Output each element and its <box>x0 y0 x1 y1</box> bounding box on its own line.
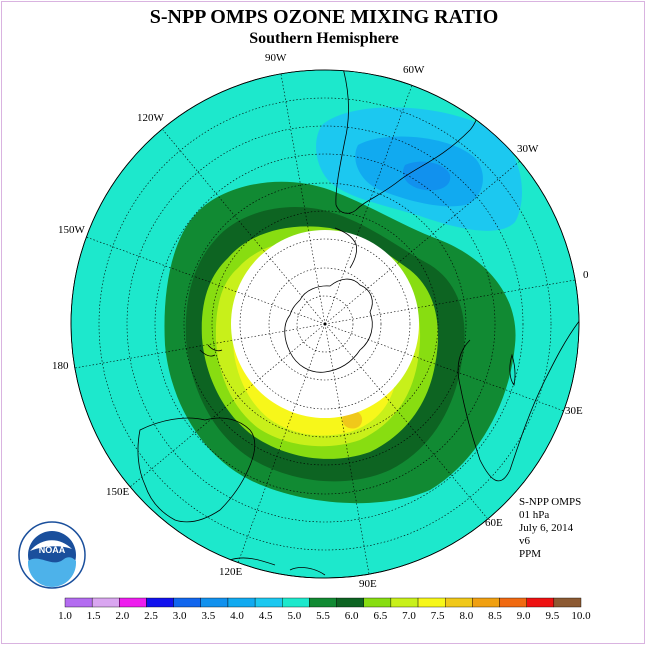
lon-label-30e: 30E <box>565 405 583 417</box>
lon-label-180: 180 <box>52 360 69 372</box>
coastlines <box>137 70 579 576</box>
lon-label-60e: 60E <box>485 517 503 529</box>
colorbar-label: 9.5 <box>545 610 559 622</box>
noaa-logo: NOAA <box>18 521 86 589</box>
colorbar-swatch <box>390 597 419 608</box>
australia-coast <box>137 417 256 523</box>
colorbar-swatch <box>363 597 392 608</box>
colorbar-swatch <box>254 597 283 608</box>
lon-label-90w: 90W <box>265 52 287 64</box>
noaa-logo-text: NOAA <box>39 545 66 555</box>
indonesia-coast <box>229 557 326 576</box>
colorbar-label: 1.5 <box>87 610 101 622</box>
colorbar-label: 5.5 <box>316 610 330 622</box>
colorbar-label: 2.0 <box>115 610 129 622</box>
lon-label-120w: 120W <box>137 112 165 124</box>
colorbar-label: 8.5 <box>488 610 502 622</box>
colorbar-swatch <box>309 597 337 608</box>
colorbar-label: 7.5 <box>431 610 445 622</box>
south-america-coast <box>335 70 480 214</box>
lon-label-120e: 120E <box>219 566 243 578</box>
colorbar-swatch <box>146 597 174 608</box>
colorbar-swatch <box>499 597 527 608</box>
colorbar-label: 9.0 <box>517 610 531 622</box>
info-block: S-NPP OMPS 01 hPa July 6, 2014 v6 PPM <box>519 496 581 561</box>
colorbar: 1.0 1.5 2.0 2.5 3.0 3.5 4.0 4.5 5.0 5.5 6.0 6.5 7.0 7… <box>58 597 591 622</box>
colorbar-swatch <box>553 597 582 608</box>
info-instrument: S-NPP OMPS <box>519 496 582 508</box>
new-zealand-coast <box>199 344 223 357</box>
colorbar-swatch <box>445 597 473 608</box>
colorbar-label: 2.5 <box>144 610 158 622</box>
colorbar-swatch <box>200 597 229 608</box>
map-title: S-NPP OMPS OZONE MIXING RATIO <box>149 6 499 28</box>
colorbar-label: 6.0 <box>345 610 359 622</box>
info-date: July 6, 2014 <box>519 522 574 534</box>
contour-3.5 <box>402 161 451 191</box>
graticule <box>74 73 576 575</box>
colorbar-swatch <box>64 597 93 608</box>
colorbar-label: 3.5 <box>201 610 215 622</box>
colorbar-swatch <box>417 597 446 608</box>
antarctic-peninsula <box>334 227 358 269</box>
antarctica-coast <box>284 278 373 373</box>
africa-coast <box>457 319 579 482</box>
lon-label-150w: 150W <box>58 224 86 236</box>
colorbar-label: 3.0 <box>173 610 187 622</box>
info-version: v6 <box>519 535 530 547</box>
colorbar-label: 1.0 <box>58 610 72 622</box>
info-level: 01 hPa <box>519 509 550 521</box>
colorbar-swatch <box>526 597 555 608</box>
colorbar-swatch <box>91 597 120 608</box>
colorbar-swatch <box>336 597 364 608</box>
colorbar-label: 6.5 <box>373 610 387 622</box>
colorbar-label: 8.0 <box>459 610 473 622</box>
colorbar-swatch <box>119 597 147 608</box>
colorbar-label: 7.0 <box>402 610 416 622</box>
longitude-labels: 90W 60W 120W 30W 150W 0 180 30E 150E 60E… <box>52 52 589 590</box>
madagascar-coast <box>509 353 516 386</box>
info-units: PPM <box>519 548 542 560</box>
lon-label-90e: 90E <box>359 578 377 590</box>
colorbar-label: 4.0 <box>230 610 244 622</box>
colorbar-label: 4.5 <box>259 610 273 622</box>
colorbar-label: 10.0 <box>571 610 591 622</box>
colorbar-swatch <box>227 597 256 608</box>
lon-label-0: 0 <box>583 269 589 281</box>
lon-label-30w: 30W <box>517 143 539 155</box>
colorbar-swatch <box>282 597 310 608</box>
colorbar-swatch <box>472 597 500 608</box>
map-subtitle: Southern Hemisphere <box>249 30 399 47</box>
lon-label-150e: 150E <box>106 486 130 498</box>
colorbar-swatch <box>173 597 201 608</box>
colorbar-label: 5.0 <box>287 610 301 622</box>
lon-label-60w: 60W <box>403 64 425 76</box>
